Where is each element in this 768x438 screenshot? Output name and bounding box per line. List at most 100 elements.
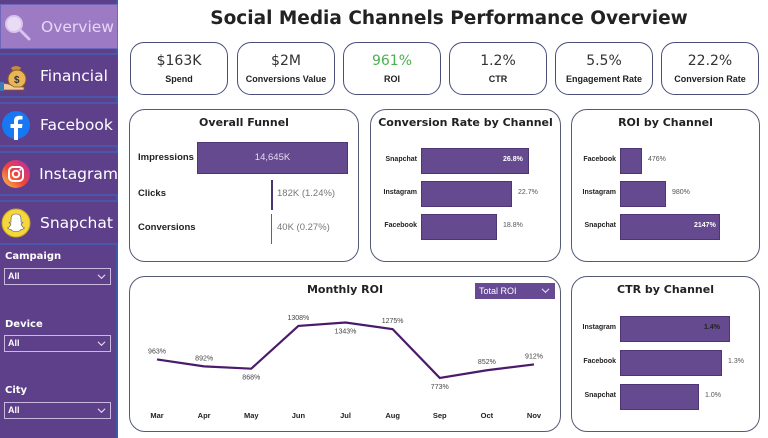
roi-metric-dropdown[interactable]: Total ROI	[475, 283, 555, 299]
kpi-spend: $163K Spend	[130, 42, 228, 95]
kpi-engagement-rate: 5.5% Engagement Rate	[555, 42, 653, 95]
funnel-stage-value: 14,645K	[254, 152, 291, 163]
kpi-value: $163K	[156, 53, 202, 69]
data-label: 892%	[195, 355, 213, 362]
bar-category-label: Instagram	[383, 189, 417, 196]
chart-title: Conversion Rate by Channel	[378, 116, 553, 129]
bar-value-label: 22.7%	[518, 189, 538, 196]
kpi-label: Spend	[165, 74, 193, 84]
nav-label: Snapchat	[40, 213, 113, 232]
overall-funnel-card: Overall Funnel Impressions 14,645K Click…	[129, 109, 359, 262]
funnel-stage-label: Conversions	[138, 222, 196, 233]
chevron-down-icon	[97, 274, 106, 280]
snapchat-icon	[0, 207, 32, 239]
device-filter-select[interactable]: All	[4, 335, 111, 352]
nav-label: Instagram	[39, 164, 118, 183]
bar-category-label: Snapchat	[584, 222, 616, 229]
bar-value-label: 1.0%	[705, 392, 721, 399]
bar-category-label: Snapchat	[385, 156, 417, 163]
campaign-filter-select[interactable]: All	[4, 268, 111, 285]
bar-snapchat	[620, 214, 720, 240]
data-label: 852%	[478, 359, 496, 366]
nav-label: Facebook	[40, 115, 113, 134]
conversion-rate-by-channel-card: Conversion Rate by Channel Snapchat 26.8%…	[370, 109, 561, 262]
kpi-value: $2M	[271, 53, 301, 69]
x-tick-label: Mar	[150, 411, 163, 420]
data-label: 773%	[431, 384, 449, 391]
city-filter-select[interactable]: All	[4, 402, 111, 419]
nav-facebook[interactable]: Facebook	[0, 102, 118, 147]
kpi-value: 5.5%	[586, 53, 622, 69]
chevron-down-icon	[97, 408, 106, 414]
campaign-filter-value: All	[8, 271, 20, 281]
x-tick-label: Sep	[433, 411, 447, 420]
sidebar: Overview $ Financial Facebook Instagram …	[0, 0, 118, 438]
kpi-label: Conversions Value	[245, 74, 327, 84]
nav-financial[interactable]: $ Financial	[0, 53, 118, 98]
funnel-bar-impressions: 14,645K	[197, 142, 348, 174]
data-label: 912%	[525, 353, 543, 360]
x-tick-label: May	[244, 411, 259, 420]
kpi-label: Engagement Rate	[565, 74, 643, 84]
nav-label: Overview	[41, 17, 114, 36]
kpi-label: CTR	[488, 74, 508, 84]
funnel-bar-conversions	[271, 214, 272, 244]
chart-title: CTR by Channel	[617, 283, 714, 296]
bar-facebook	[620, 350, 722, 376]
nav-snapchat[interactable]: Snapchat	[0, 200, 118, 245]
funnel-stage-label: Clicks	[138, 188, 166, 199]
kpi-roi: 961% ROI	[343, 42, 441, 95]
bar-category-label: Snapchat	[584, 392, 616, 399]
bar-value-label: 476%	[648, 156, 666, 163]
bar-value-label: 980%	[672, 189, 690, 196]
kpi-value: 1.2%	[480, 53, 516, 69]
kpi-label: ROI	[383, 74, 400, 84]
magnifier-icon	[1, 11, 33, 43]
funnel-stage-value: 182K (1.24%)	[277, 188, 336, 199]
monthly-roi-line	[156, 321, 535, 380]
kpi-conversion-rate: 22.2% Conversion Rate	[661, 42, 759, 95]
bar-value-label: 2147%	[694, 222, 716, 229]
funnel-stage-label: Impressions	[138, 152, 194, 163]
chevron-down-icon	[541, 288, 550, 294]
bar-category-label: Facebook	[583, 156, 616, 163]
bar-instagram	[620, 316, 730, 342]
nav-instagram[interactable]: Instagram	[0, 151, 118, 196]
monthly-roi-chart: 963% Mar 892% Apr 868% May 1308% Jun 1343% Jul 127…	[148, 315, 543, 420]
city-filter-label: City	[5, 385, 28, 396]
bar-facebook	[421, 214, 497, 240]
chart-title: ROI by Channel	[618, 116, 713, 129]
instagram-icon	[0, 158, 31, 190]
bar-category-label: Facebook	[384, 222, 417, 229]
city-filter-value: All	[8, 405, 20, 415]
bar-instagram	[620, 181, 666, 207]
ctr-by-channel-card: CTR by Channel Instagram 1.4% Facebook 1.3%…	[571, 276, 760, 432]
device-filter-value: All	[8, 338, 20, 348]
dropdown-value: Total ROI	[479, 286, 517, 296]
bar-category-label: Instagram	[582, 324, 616, 331]
device-filter-label: Device	[5, 319, 43, 330]
x-tick-label: Jul	[340, 411, 351, 420]
bar-snapchat	[620, 384, 699, 410]
bar-value-label: 1.3%	[728, 358, 744, 365]
data-label: 1343%	[335, 329, 357, 336]
kpi-value: 961%	[371, 53, 413, 69]
monthly-roi-card: Monthly ROI 963% Mar 892% Apr 868% May 1308% Ju…	[129, 276, 561, 432]
bar-category-label: Instagram	[582, 189, 616, 196]
data-label: 1308%	[287, 315, 309, 322]
bar-value-label: 1.4%	[704, 324, 720, 331]
x-tick-label: Jun	[292, 411, 306, 420]
svg-text:$: $	[14, 75, 20, 86]
kpi-conversions-value: $2M Conversions Value	[237, 42, 335, 95]
bar-facebook	[620, 148, 642, 174]
nav-overview[interactable]: Overview	[0, 4, 118, 49]
funnel-bar-clicks	[271, 180, 273, 210]
bar-category-label: Facebook	[583, 358, 616, 365]
campaign-filter-label: Campaign	[5, 251, 62, 262]
chart-title: Monthly ROI	[306, 283, 384, 296]
funnel-stage-value: 40K (0.27%)	[277, 222, 330, 233]
card-title: Overall Funnel	[199, 116, 289, 129]
chevron-down-icon	[97, 341, 106, 347]
bar-value-label: 26.8%	[503, 156, 523, 163]
